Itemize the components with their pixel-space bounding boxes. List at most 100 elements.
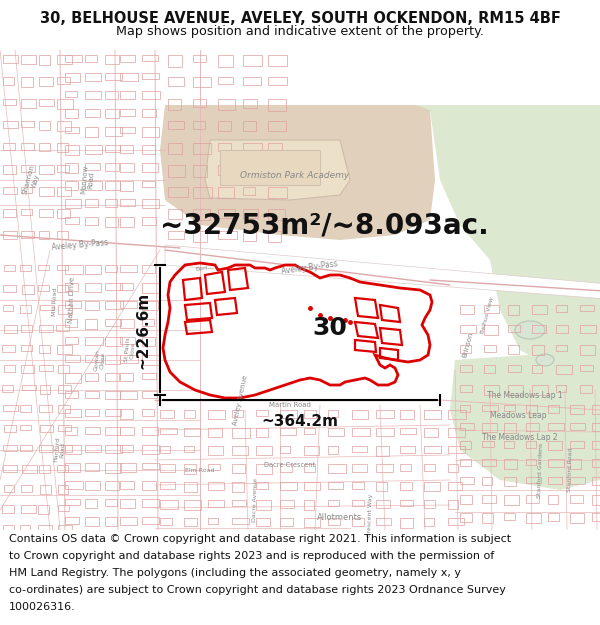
Bar bbox=[3, 55, 17, 63]
Bar bbox=[105, 181, 119, 189]
Bar bbox=[21, 55, 36, 64]
Bar bbox=[105, 337, 122, 346]
Bar bbox=[105, 391, 119, 399]
Text: Belhus View: Belhus View bbox=[480, 296, 494, 334]
Bar bbox=[304, 446, 319, 456]
Bar bbox=[168, 121, 184, 129]
Bar bbox=[105, 217, 118, 227]
Bar bbox=[570, 459, 581, 469]
Text: Allotments: Allotments bbox=[317, 514, 362, 522]
Bar bbox=[193, 77, 211, 88]
Bar bbox=[39, 99, 53, 106]
Bar bbox=[105, 145, 119, 152]
Bar bbox=[460, 477, 474, 484]
Bar bbox=[39, 209, 53, 217]
Bar bbox=[548, 513, 559, 521]
Bar bbox=[2, 505, 14, 513]
Bar bbox=[142, 91, 160, 99]
Bar bbox=[484, 385, 499, 394]
Bar bbox=[3, 187, 17, 194]
Text: 100026316.: 100026316. bbox=[9, 602, 76, 612]
Bar bbox=[160, 410, 174, 418]
Ellipse shape bbox=[536, 354, 554, 366]
Bar bbox=[22, 285, 34, 294]
Bar bbox=[256, 482, 268, 489]
Bar bbox=[376, 428, 394, 436]
Bar bbox=[85, 337, 103, 345]
Bar bbox=[120, 199, 136, 206]
Bar bbox=[85, 445, 101, 452]
Bar bbox=[243, 165, 260, 172]
Bar bbox=[592, 405, 600, 414]
Bar bbox=[65, 481, 83, 489]
Bar bbox=[120, 409, 133, 419]
Bar bbox=[218, 77, 233, 84]
Bar bbox=[39, 405, 52, 412]
Bar bbox=[65, 517, 79, 524]
Polygon shape bbox=[490, 105, 600, 190]
Bar bbox=[448, 464, 458, 472]
Bar bbox=[40, 425, 53, 432]
Bar bbox=[328, 464, 346, 472]
Bar bbox=[65, 73, 80, 82]
Bar bbox=[85, 427, 100, 434]
Bar bbox=[352, 410, 368, 419]
Bar bbox=[58, 485, 68, 494]
Bar bbox=[592, 495, 600, 504]
Bar bbox=[460, 365, 472, 372]
Bar bbox=[58, 525, 72, 530]
Bar bbox=[256, 500, 271, 510]
Bar bbox=[85, 55, 97, 62]
Bar bbox=[232, 428, 250, 438]
Bar bbox=[105, 301, 123, 309]
Bar bbox=[482, 423, 497, 432]
Bar bbox=[105, 109, 119, 118]
Bar bbox=[65, 181, 78, 191]
Bar bbox=[352, 428, 370, 436]
Bar bbox=[193, 99, 206, 107]
Bar bbox=[142, 499, 159, 507]
Bar bbox=[4, 325, 17, 332]
Bar bbox=[168, 143, 182, 154]
Text: 30: 30 bbox=[313, 316, 347, 340]
Bar bbox=[376, 500, 389, 508]
Bar bbox=[460, 305, 475, 314]
Bar bbox=[268, 99, 286, 111]
Text: The Meadows Lap 2: The Meadows Lap 2 bbox=[482, 434, 557, 442]
Bar bbox=[3, 165, 16, 174]
Bar bbox=[142, 373, 157, 379]
Bar bbox=[85, 409, 100, 416]
Text: Barr...: Barr... bbox=[195, 264, 214, 272]
Bar bbox=[193, 121, 205, 129]
Bar bbox=[2, 385, 13, 392]
Bar bbox=[504, 423, 515, 432]
Bar bbox=[65, 373, 81, 382]
Bar bbox=[460, 441, 471, 449]
Ellipse shape bbox=[515, 321, 545, 339]
Text: Monnow
Road: Monnow Road bbox=[80, 165, 96, 195]
Bar bbox=[460, 459, 471, 466]
Bar bbox=[424, 446, 441, 453]
Bar bbox=[256, 446, 272, 455]
Bar bbox=[85, 91, 101, 99]
Bar bbox=[400, 446, 415, 453]
Bar bbox=[57, 55, 71, 64]
Bar bbox=[400, 482, 412, 490]
Bar bbox=[105, 199, 117, 207]
Bar bbox=[65, 265, 83, 274]
Bar bbox=[38, 505, 49, 514]
Bar bbox=[460, 513, 472, 522]
Bar bbox=[105, 463, 121, 472]
Bar bbox=[268, 209, 285, 221]
Bar bbox=[160, 428, 177, 434]
Bar bbox=[2, 285, 16, 292]
Bar bbox=[142, 283, 160, 293]
Bar bbox=[243, 55, 262, 66]
Bar bbox=[504, 513, 515, 520]
Bar bbox=[448, 428, 466, 438]
Bar bbox=[376, 464, 394, 472]
Bar bbox=[38, 525, 52, 533]
Bar bbox=[39, 325, 53, 332]
Bar bbox=[448, 446, 465, 453]
Text: Dacre Avenue: Dacre Avenue bbox=[252, 478, 258, 522]
